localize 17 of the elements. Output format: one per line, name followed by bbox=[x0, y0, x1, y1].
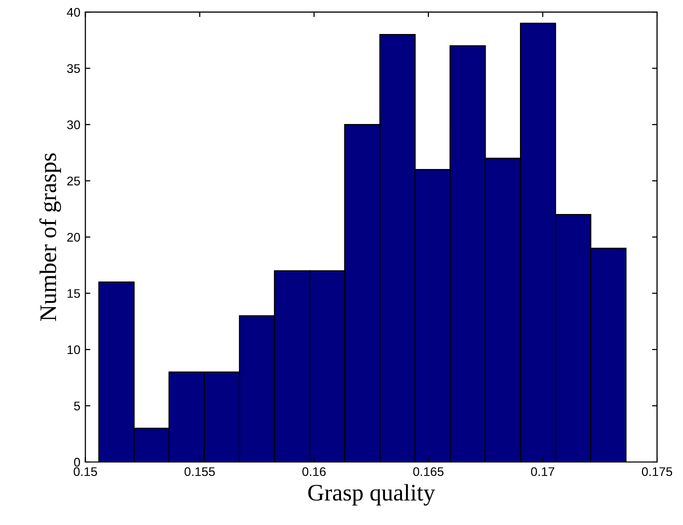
x-axis-title: Grasp quality bbox=[308, 484, 436, 506]
y-tick-label: 5 bbox=[74, 402, 80, 410]
y-tick-label: 25 bbox=[67, 176, 80, 186]
y-tick-label: 0 bbox=[74, 458, 80, 467]
y-tick-label: 10 bbox=[68, 345, 80, 354]
y-tick-label: 35 bbox=[67, 64, 80, 73]
y-tick-label: 15 bbox=[68, 289, 80, 298]
y-axis-title: Number of grasps bbox=[39, 153, 62, 321]
y-tick-label: 40 bbox=[66, 8, 80, 17]
x-tick-label: 0.15 bbox=[74, 467, 98, 476]
y-tick-label: 20 bbox=[67, 232, 80, 242]
x-tick-label: 0.17 bbox=[531, 467, 554, 476]
x-tick-label: 0.16 bbox=[302, 467, 326, 476]
y-tick-label: 30 bbox=[67, 120, 80, 130]
x-tick-label: 0.175 bbox=[642, 467, 672, 476]
x-tick-label: 0.155 bbox=[184, 467, 215, 476]
x-tick-label: 0.165 bbox=[413, 467, 444, 476]
